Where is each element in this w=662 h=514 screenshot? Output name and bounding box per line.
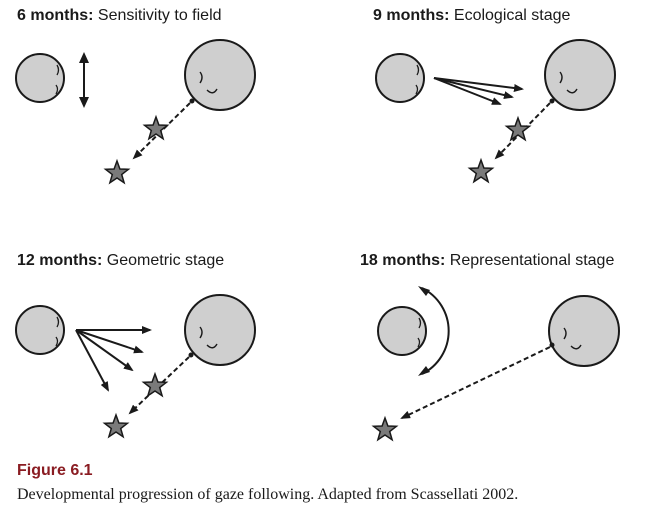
target-star (504, 115, 532, 142)
gaze-dashed-arrow (400, 346, 551, 419)
panel-age-6-months: 6 months: (17, 7, 94, 24)
infant-head (15, 53, 65, 103)
adult-head (184, 39, 256, 111)
gaze-arrow (75, 329, 134, 372)
panel-age-18-months: 18 months: (360, 252, 446, 269)
panel-9-months (375, 39, 616, 184)
panel-stage-18-months: Representational stage (449, 252, 615, 269)
target-star (141, 371, 169, 398)
arrowhead-bottom (418, 366, 430, 376)
infant-head (375, 53, 425, 103)
curved-double-arrow (421, 287, 450, 375)
target-star (467, 157, 495, 184)
panel-title-9-months: 9 months: Ecological stage (373, 6, 570, 26)
target-star (371, 415, 399, 442)
panel-title-18-months: 18 months: Representational stage (360, 251, 614, 271)
panel-stage-9-months: Ecological stage (453, 7, 571, 24)
gaze-arrow (433, 77, 524, 92)
adult-head (184, 294, 256, 366)
infant-head (377, 306, 427, 356)
figure-label: Figure 6.1 (17, 462, 93, 479)
target-star (142, 114, 170, 141)
adult-head (548, 295, 620, 367)
gaze-arrow (75, 329, 144, 354)
panel-stage-6-months: Sensitivity to field (97, 7, 222, 24)
panel-title-12-months: 12 months: Geometric stage (17, 251, 224, 271)
target-star (103, 158, 131, 185)
panel-stage-12-months: Geometric stage (106, 252, 225, 269)
panel-18-months (371, 286, 620, 442)
gaze-dashed-arrow (132, 102, 191, 160)
panel-age-12-months: 12 months: (17, 252, 103, 269)
panel-age-9-months: 9 months: (373, 7, 450, 24)
gaze-arrow (433, 77, 514, 99)
target-star (102, 412, 130, 439)
vertical-double-arrow (79, 52, 89, 108)
arrowhead-top (418, 286, 430, 296)
figure-caption: Developmental progression of gaze follow… (17, 486, 519, 503)
adult-head (544, 39, 616, 111)
gaze-following-diagram (15, 39, 620, 442)
panel-title-6-months: 6 months: Sensitivity to field (17, 6, 222, 26)
infant-head (15, 305, 65, 355)
gaze-arrow (75, 329, 109, 392)
gaze-dashed-arrow (494, 102, 551, 160)
panel-12-months (15, 294, 256, 439)
panel-6-months (15, 39, 256, 185)
gaze-arrow (433, 77, 502, 105)
